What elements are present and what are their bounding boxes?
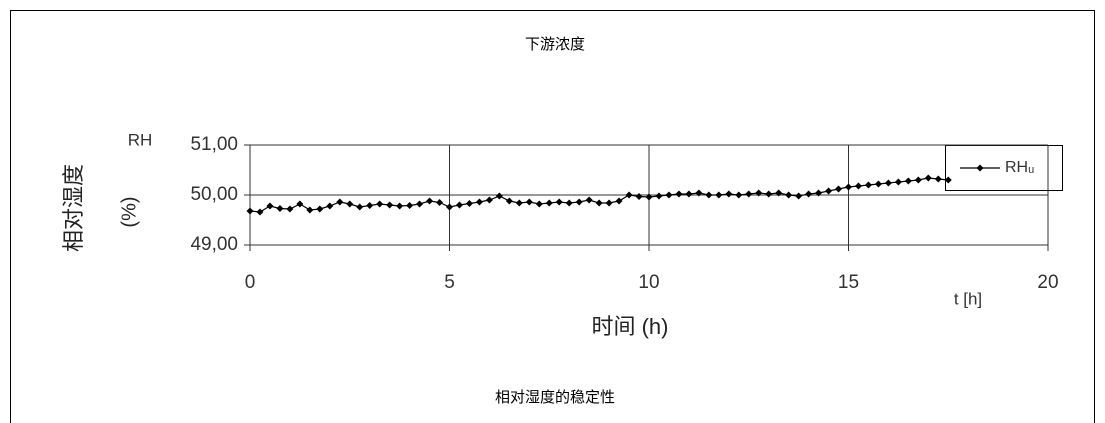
data-point (256, 208, 264, 216)
data-point (605, 199, 613, 207)
data-point (475, 198, 483, 206)
data-point (775, 189, 783, 197)
data-point (515, 199, 523, 207)
data-point (944, 176, 952, 184)
data-point (406, 202, 414, 209)
y-tick-label: 50,00 (190, 184, 238, 205)
data-point (675, 190, 683, 198)
y-axis-label: (%) (118, 196, 140, 227)
data-point (695, 189, 703, 197)
data-point (635, 193, 643, 200)
data-point (705, 191, 713, 199)
data-point (765, 190, 773, 198)
data-point (545, 199, 553, 207)
data-point (446, 203, 453, 211)
data-point (426, 197, 434, 205)
data-point (396, 202, 404, 210)
data-point (615, 197, 623, 205)
data-point (645, 193, 653, 201)
data-point (884, 179, 892, 187)
legend-marker (976, 164, 984, 172)
frame (10, 10, 1095, 423)
data-point (745, 190, 753, 198)
data-point (465, 200, 473, 207)
data-point (346, 200, 354, 208)
data-point (845, 183, 852, 191)
data-point (805, 190, 813, 198)
data-point (725, 190, 733, 198)
data-point (485, 196, 493, 204)
data-point (436, 199, 444, 206)
data-point (336, 198, 344, 206)
data-point (625, 191, 633, 199)
data-point (655, 192, 663, 200)
data-point (276, 205, 284, 212)
data-point (785, 191, 793, 199)
x-axis-label: 时间 (h) (591, 314, 668, 339)
data-point (366, 202, 374, 209)
data-point (326, 202, 334, 210)
data-point (854, 182, 862, 190)
data-point (286, 205, 294, 213)
data-point (455, 201, 463, 209)
data-point (565, 199, 573, 207)
data-point (356, 203, 364, 211)
data-point (376, 200, 384, 208)
y-axis-label: 相对湿度 (61, 164, 86, 252)
data-point (296, 200, 304, 208)
data-point (416, 200, 424, 208)
data-point (306, 206, 314, 214)
data-point (864, 181, 872, 189)
data-point (555, 198, 563, 206)
data-point (735, 191, 743, 199)
data-point (505, 197, 513, 205)
data-point (386, 201, 394, 209)
data-point (904, 177, 912, 185)
data-point (894, 178, 902, 186)
x-tick-label: 15 (838, 272, 859, 293)
data-point (755, 189, 763, 197)
data-point (874, 180, 882, 188)
data-point (924, 174, 932, 182)
data-point (525, 198, 533, 206)
caption: 相对湿度的稳定性 (495, 388, 615, 406)
data-point (715, 191, 723, 199)
x-tick-label: 10 (638, 272, 659, 293)
page-title: 下游浓度 (525, 35, 585, 53)
data-point (825, 187, 833, 195)
y-tick-label: 51,00 (190, 134, 238, 155)
data-point (246, 207, 254, 215)
data-point (595, 199, 603, 207)
x-tick-label: 5 (444, 272, 455, 293)
x-unit-label: t [h] (954, 289, 982, 308)
data-point (266, 202, 274, 210)
data-point (795, 192, 803, 200)
data-point (914, 176, 922, 184)
data-point (585, 196, 593, 204)
y-unit-label: RH (128, 130, 153, 149)
data-point (815, 189, 823, 197)
legend-label: RHᵤ (1005, 159, 1034, 176)
data-point (835, 185, 843, 193)
data-point (535, 200, 543, 208)
x-tick-label: 0 (245, 272, 256, 293)
data-point (316, 205, 324, 213)
data-point (665, 191, 673, 199)
data-point (495, 192, 503, 200)
data-point (685, 190, 693, 198)
data-point (575, 198, 583, 206)
data-point (934, 175, 942, 183)
y-tick-label: 49,00 (190, 234, 238, 255)
x-tick-label: 20 (1037, 272, 1058, 293)
